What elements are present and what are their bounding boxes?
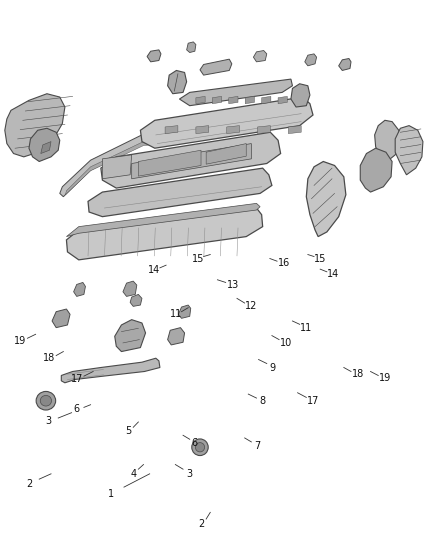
Polygon shape — [88, 168, 272, 216]
Polygon shape — [360, 148, 392, 192]
Text: 4: 4 — [130, 469, 136, 479]
Text: 6: 6 — [192, 438, 198, 448]
Text: 1: 1 — [108, 489, 114, 499]
Text: 3: 3 — [186, 469, 192, 479]
Polygon shape — [29, 128, 60, 161]
Text: 14: 14 — [328, 270, 340, 279]
Polygon shape — [102, 155, 132, 179]
Polygon shape — [60, 130, 174, 197]
Polygon shape — [168, 70, 187, 94]
Ellipse shape — [195, 442, 205, 452]
Polygon shape — [196, 96, 205, 104]
Text: 2: 2 — [26, 479, 32, 489]
Polygon shape — [206, 143, 246, 164]
Text: 17: 17 — [307, 395, 319, 406]
Text: 13: 13 — [227, 280, 239, 290]
Text: 7: 7 — [254, 441, 261, 451]
Text: 9: 9 — [270, 362, 276, 373]
Text: 16: 16 — [278, 258, 290, 268]
Ellipse shape — [36, 391, 56, 410]
Polygon shape — [5, 94, 65, 157]
Polygon shape — [115, 320, 145, 352]
Polygon shape — [306, 161, 346, 237]
Polygon shape — [67, 208, 263, 260]
Polygon shape — [374, 120, 400, 161]
Text: 18: 18 — [352, 369, 364, 379]
Polygon shape — [258, 126, 270, 134]
Polygon shape — [245, 96, 254, 104]
Polygon shape — [147, 50, 161, 62]
Text: 17: 17 — [71, 375, 83, 384]
Polygon shape — [305, 54, 317, 66]
Polygon shape — [200, 59, 232, 75]
Ellipse shape — [192, 439, 208, 456]
Polygon shape — [395, 126, 423, 175]
Polygon shape — [141, 97, 313, 148]
Text: 6: 6 — [74, 405, 80, 414]
Text: 18: 18 — [43, 353, 56, 363]
Polygon shape — [187, 42, 196, 53]
Polygon shape — [288, 126, 301, 134]
Text: 8: 8 — [260, 395, 266, 406]
Text: 19: 19 — [14, 336, 26, 346]
Polygon shape — [254, 51, 267, 62]
Polygon shape — [168, 328, 184, 345]
Polygon shape — [132, 143, 251, 179]
Polygon shape — [229, 96, 238, 104]
Polygon shape — [101, 132, 281, 188]
Polygon shape — [196, 126, 209, 134]
Polygon shape — [74, 282, 85, 296]
Polygon shape — [291, 84, 310, 107]
Text: 3: 3 — [46, 416, 52, 426]
Polygon shape — [65, 139, 169, 195]
Polygon shape — [138, 150, 201, 176]
Polygon shape — [61, 358, 160, 383]
Polygon shape — [52, 309, 70, 328]
Text: 10: 10 — [279, 338, 292, 348]
Polygon shape — [178, 305, 191, 318]
Text: 15: 15 — [314, 254, 326, 263]
Text: 15: 15 — [192, 254, 205, 263]
Polygon shape — [278, 96, 287, 104]
Text: 11: 11 — [300, 322, 312, 333]
Text: 11: 11 — [170, 309, 183, 319]
Polygon shape — [165, 126, 178, 134]
Polygon shape — [41, 142, 51, 154]
Polygon shape — [227, 126, 240, 134]
Polygon shape — [339, 59, 351, 70]
Polygon shape — [67, 204, 260, 237]
Polygon shape — [261, 96, 271, 104]
Text: 12: 12 — [245, 301, 258, 311]
Text: 5: 5 — [125, 426, 131, 437]
Polygon shape — [212, 96, 222, 104]
Text: 2: 2 — [198, 519, 204, 529]
Text: 14: 14 — [148, 265, 160, 275]
Polygon shape — [130, 294, 142, 306]
Ellipse shape — [40, 395, 52, 406]
Text: 19: 19 — [379, 373, 391, 383]
Polygon shape — [123, 281, 137, 296]
Polygon shape — [180, 79, 293, 106]
